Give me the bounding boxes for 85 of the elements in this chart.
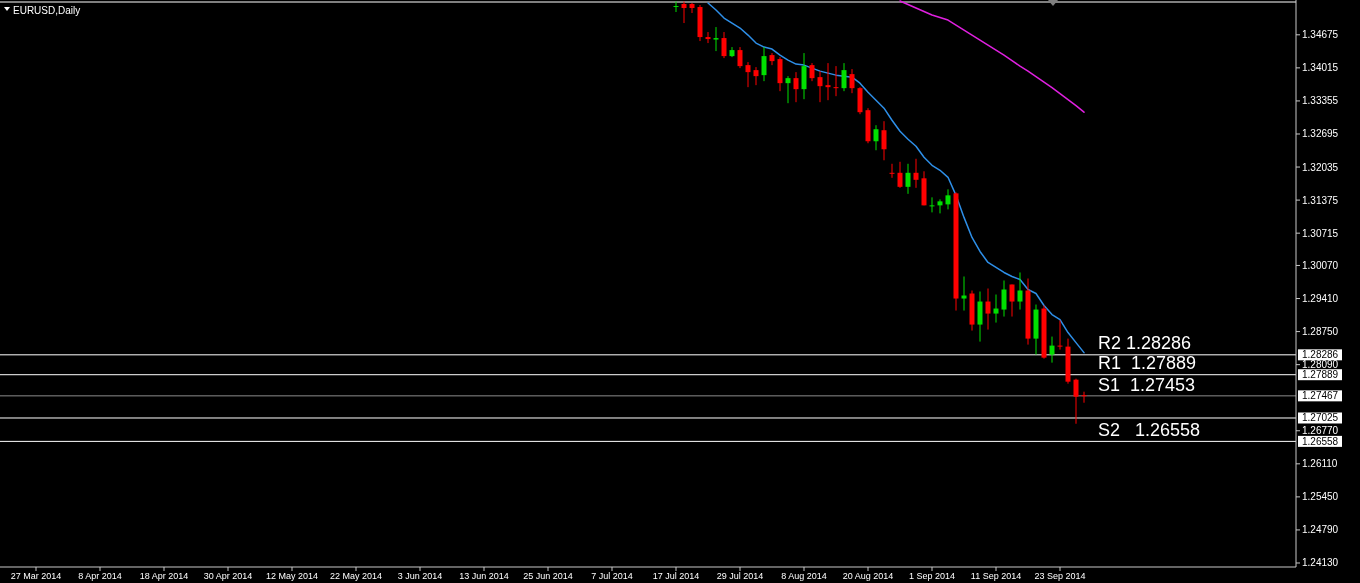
x-tick-label: 12 May 2014 bbox=[265, 571, 319, 581]
candlestick bbox=[705, 31, 711, 44]
candlestick bbox=[881, 120, 887, 161]
x-tick-label: 27 Mar 2014 bbox=[10, 571, 62, 581]
y-tick-label: 1.24130 bbox=[1302, 557, 1339, 569]
candlestick bbox=[1049, 336, 1055, 364]
annotation: R2 1.28286 bbox=[1098, 333, 1192, 354]
ref-line-label: 1.27467 bbox=[1302, 390, 1339, 402]
x-tick-label: 25 Jun 2014 bbox=[523, 571, 573, 581]
x-tick-label: 8 Apr 2014 bbox=[78, 571, 122, 581]
candlestick bbox=[745, 61, 751, 88]
candlestick bbox=[761, 46, 767, 82]
chart-title: EURUSD,Daily bbox=[13, 4, 81, 16]
candlestick bbox=[937, 198, 943, 214]
x-tick-label: 1 Sep 2014 bbox=[908, 571, 956, 581]
x-tick-label: 22 May 2014 bbox=[329, 571, 383, 581]
y-tick-label: 1.25450 bbox=[1302, 491, 1339, 503]
candlestick bbox=[825, 62, 831, 101]
annotation: S1 1.27453 bbox=[1098, 374, 1196, 395]
y-tick-label: 1.30070 bbox=[1302, 259, 1339, 271]
x-tick-label: 30 Apr 2014 bbox=[203, 571, 253, 581]
candlestick bbox=[809, 62, 815, 82]
candlestick bbox=[681, 1, 687, 24]
candlestick bbox=[801, 52, 807, 100]
candlestick bbox=[1001, 279, 1007, 318]
x-tick-label: 3 Jun 2014 bbox=[397, 571, 443, 581]
candlestick bbox=[1073, 378, 1079, 425]
x-tick-label: 18 Apr 2014 bbox=[139, 571, 189, 581]
y-tick-label: 1.26770 bbox=[1302, 425, 1339, 437]
x-tick-label: 17 Jul 2014 bbox=[652, 571, 700, 581]
line-series bbox=[899, 0, 1085, 113]
x-tick-label: 20 Aug 2014 bbox=[842, 571, 894, 581]
candlestick bbox=[753, 66, 759, 86]
candlestick bbox=[977, 291, 983, 343]
x-tick-label: 7 Jul 2014 bbox=[591, 571, 633, 581]
y-tick-label: 1.28090 bbox=[1302, 359, 1339, 371]
candlestick bbox=[1057, 320, 1063, 351]
ref-line-label: 1.27889 bbox=[1302, 369, 1339, 381]
candlestick bbox=[737, 46, 743, 69]
candlestick bbox=[993, 294, 999, 324]
candlestick bbox=[713, 26, 719, 52]
y-tick-label: 1.32035 bbox=[1302, 161, 1339, 173]
candlestick bbox=[785, 75, 791, 104]
candlestick bbox=[817, 70, 823, 103]
annotation: S2 1.26558 bbox=[1098, 419, 1201, 440]
candlestick bbox=[1017, 271, 1023, 311]
candlestick bbox=[889, 163, 895, 179]
candlestick bbox=[833, 65, 839, 97]
candlestick bbox=[849, 68, 855, 94]
y-tick-label: 1.30715 bbox=[1302, 227, 1339, 239]
annotation: R1 1.27889 bbox=[1098, 353, 1197, 374]
candlestick bbox=[945, 188, 951, 210]
y-tick-label: 1.32695 bbox=[1302, 128, 1339, 140]
candlestick bbox=[905, 163, 911, 195]
candlestick bbox=[841, 62, 847, 92]
x-tick-label: 29 Jul 2014 bbox=[716, 571, 764, 581]
y-tick-label: 1.28750 bbox=[1302, 326, 1339, 338]
y-tick-label: 1.34675 bbox=[1302, 29, 1339, 41]
y-tick-label: 1.34015 bbox=[1302, 62, 1339, 74]
x-tick-label: 13 Jun 2014 bbox=[459, 571, 509, 581]
x-tick-label: 23 Sep 2014 bbox=[1034, 571, 1086, 581]
y-tick-label: 1.29410 bbox=[1302, 293, 1339, 305]
candlestick bbox=[873, 124, 879, 151]
candlestick bbox=[913, 158, 919, 189]
candlestick bbox=[1009, 284, 1015, 318]
candlestick bbox=[793, 71, 799, 103]
ref-line-label: 1.27025 bbox=[1302, 412, 1339, 424]
y-tick-label: 1.33355 bbox=[1302, 95, 1339, 107]
y-tick-label: 1.24790 bbox=[1302, 524, 1339, 536]
candlestick bbox=[1081, 391, 1087, 404]
candlestick bbox=[929, 196, 935, 213]
candlestick bbox=[689, 2, 695, 14]
candlestick bbox=[985, 288, 991, 331]
x-tick-label: 8 Aug 2014 bbox=[781, 571, 827, 581]
candlestick bbox=[961, 275, 967, 312]
x-tick-label: 11 Sep 2014 bbox=[970, 571, 1022, 581]
line-series bbox=[707, 2, 1085, 354]
y-tick-label: 1.31375 bbox=[1302, 194, 1339, 206]
candlestick bbox=[673, 1, 679, 13]
y-tick-label: 1.26110 bbox=[1302, 458, 1338, 470]
candlestick bbox=[897, 161, 903, 189]
candlestick bbox=[721, 31, 727, 59]
candlestick bbox=[769, 52, 775, 66]
ref-line-label: 1.28286 bbox=[1302, 349, 1339, 361]
ref-line-label: 1.26558 bbox=[1302, 435, 1339, 447]
